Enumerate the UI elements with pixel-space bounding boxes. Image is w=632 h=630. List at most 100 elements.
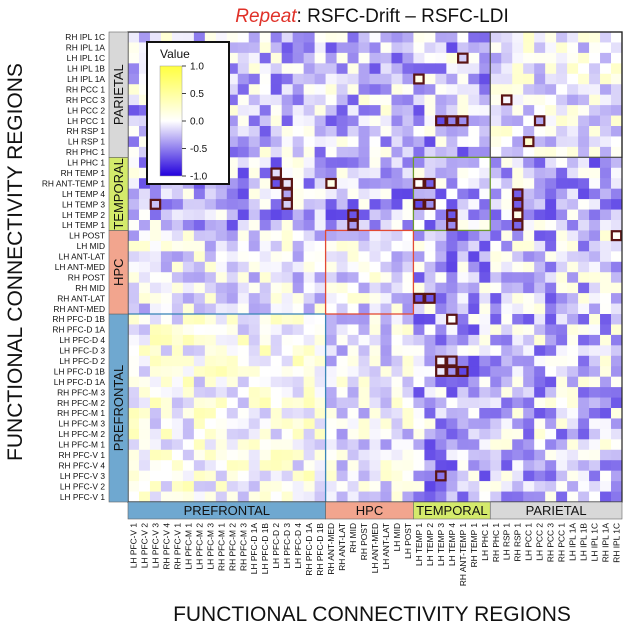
- heatmap-cell: [325, 261, 337, 273]
- heatmap-cell: [314, 209, 326, 221]
- heatmap-cell: [138, 355, 151, 367]
- heatmap-cell: [138, 303, 151, 315]
- heatmap-cell: [391, 240, 403, 252]
- heatmap-cell: [545, 366, 557, 378]
- heatmap-cell: [138, 84, 151, 96]
- heatmap-cell: [237, 387, 250, 398]
- heatmap-cell: [325, 334, 337, 346]
- heatmap-cell: [226, 136, 239, 148]
- heatmap-cell: [128, 293, 140, 304]
- heatmap-cell: [215, 272, 228, 284]
- heatmap-cell: [358, 84, 370, 96]
- heatmap-cell: [391, 146, 403, 158]
- heatmap-cell: [468, 449, 480, 461]
- heatmap-cell: [325, 324, 337, 336]
- heatmap-cell: [138, 32, 151, 43]
- heatmap-cell: [347, 251, 359, 263]
- heatmap-cell: [204, 293, 217, 304]
- heatmap-cell: [490, 366, 502, 378]
- heatmap-cell: [578, 230, 590, 242]
- heatmap-cell: [435, 355, 447, 367]
- heatmap-cell: [501, 376, 513, 388]
- heatmap-cell: [182, 449, 195, 461]
- heatmap-cell: [369, 63, 381, 75]
- heatmap-cell: [402, 94, 414, 106]
- heatmap-cell: [160, 240, 173, 252]
- heatmap-cell: [314, 439, 326, 451]
- row-label: LH PFC-V 1: [60, 492, 105, 502]
- heatmap-cell: [534, 272, 546, 284]
- heatmap-cell: [512, 491, 524, 503]
- heatmap-cell: [193, 408, 206, 419]
- heatmap-cell: [490, 105, 502, 116]
- heatmap-cell: [600, 126, 612, 137]
- heatmap-cell: [358, 387, 370, 398]
- heatmap-cell: [391, 115, 403, 127]
- heatmap-cell: [226, 314, 239, 325]
- heatmap-cell: [534, 324, 546, 336]
- heatmap-cell: [545, 293, 557, 304]
- heatmap-cell: [270, 481, 283, 492]
- heatmap-cell: [424, 366, 436, 378]
- heatmap-cell: [171, 303, 184, 315]
- heatmap-cell: [149, 366, 162, 378]
- heatmap-cell: [160, 303, 173, 315]
- heatmap-cell: [556, 178, 568, 190]
- heatmap-cell: [501, 105, 513, 116]
- column-label: LH PFC-M 1: [183, 523, 193, 570]
- heatmap-cell: [160, 272, 173, 284]
- heatmap-cell: [193, 240, 206, 252]
- heatmap-cell: [490, 199, 502, 210]
- heatmap-cell: [270, 314, 283, 325]
- heatmap-cell: [600, 42, 612, 54]
- heatmap-cell: [303, 199, 315, 210]
- row-label: LH TEMP 2: [62, 210, 105, 220]
- column-label: RH PHC 1: [491, 523, 501, 562]
- heatmap-cell: [424, 220, 436, 231]
- heatmap-cell: [567, 209, 579, 221]
- heatmap-cell: [435, 387, 447, 398]
- heatmap-cell: [490, 240, 502, 252]
- heatmap-cell: [556, 428, 568, 440]
- heatmap-cell: [270, 470, 283, 482]
- heatmap-cell: [193, 449, 206, 461]
- heatmap-cell: [171, 230, 184, 242]
- heatmap-cell: [413, 376, 425, 388]
- heatmap-cell: [402, 303, 414, 315]
- heatmap-cell: [512, 314, 524, 325]
- heatmap-cell: [149, 334, 162, 346]
- heatmap-cell: [204, 209, 217, 221]
- heatmap-cell: [391, 167, 403, 179]
- heatmap-cell: [204, 334, 217, 346]
- heatmap-cell: [314, 188, 326, 200]
- heatmap-cell: [413, 146, 425, 158]
- heatmap-cell: [589, 73, 601, 85]
- heatmap-cell: [347, 178, 359, 190]
- heatmap-cell: [413, 209, 425, 221]
- heatmap-cell: [391, 397, 403, 409]
- heatmap-cell: [589, 157, 601, 169]
- heatmap-cell: [226, 491, 239, 503]
- heatmap-cell: [149, 303, 162, 315]
- heatmap-cell: [336, 199, 348, 210]
- heatmap-cell: [303, 157, 315, 169]
- heatmap-cell: [435, 345, 447, 357]
- heatmap-cell: [556, 314, 568, 325]
- heatmap-cell: [578, 251, 590, 263]
- heatmap-cell: [600, 428, 612, 440]
- left-band-label-prefrontal: PREFRONTAL: [111, 365, 126, 451]
- heatmap-cell: [270, 126, 283, 137]
- heatmap-cell: [578, 84, 590, 96]
- heatmap-cell: [248, 146, 261, 158]
- heatmap-cell: [545, 334, 557, 346]
- heatmap-cell: [380, 136, 392, 148]
- heatmap-cell: [314, 84, 326, 96]
- column-label: RH PCC 3: [546, 523, 556, 562]
- heatmap-cell: [567, 418, 579, 430]
- heatmap-cell: [138, 376, 151, 388]
- row-label: LH RSP 1: [68, 137, 105, 147]
- heatmap-cell: [534, 470, 546, 482]
- heatmap-cell: [358, 42, 370, 54]
- highlighted-cell: [533, 115, 546, 127]
- heatmap-cell: [138, 136, 151, 148]
